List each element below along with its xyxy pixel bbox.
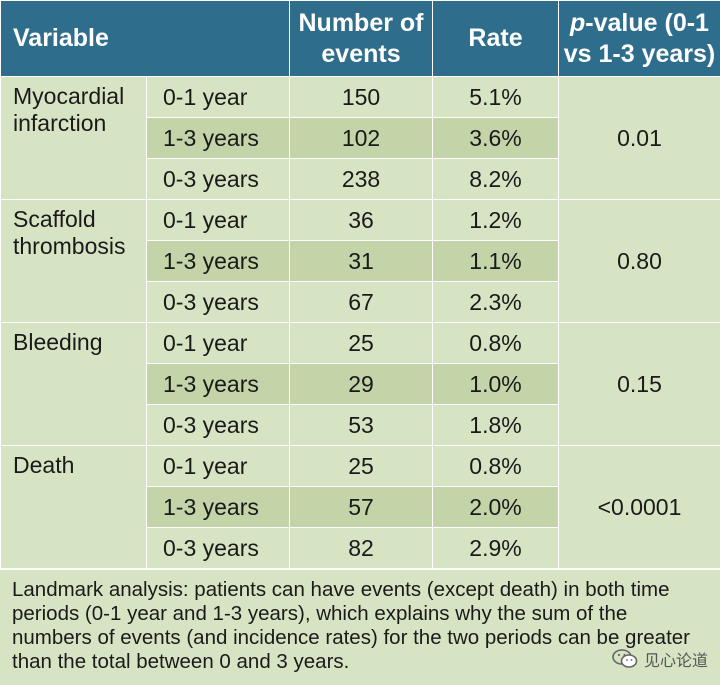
events-cell: 102 xyxy=(289,117,433,159)
period-cell: 0-3 years xyxy=(146,404,290,446)
p-value-cell: <0.0001 xyxy=(558,445,720,569)
table-row: 1-3 years 102 3.6% xyxy=(1,117,720,159)
period-cell: 1-3 years xyxy=(146,117,290,159)
rate-cell: 1.2% xyxy=(432,199,559,241)
events-cell: 67 xyxy=(289,281,433,323)
rate-cell: 2.0% xyxy=(432,486,559,528)
header-row: Variable Number of events Rate p-value (… xyxy=(0,0,720,77)
table-row: Myocardial infarction 0-1 year 150 5.1% 0.01 xyxy=(0,76,720,200)
data-table: Variable Number of events Rate p-value (… xyxy=(0,0,720,569)
events-cell: 25 xyxy=(289,322,433,364)
period-cell: 0-1 year xyxy=(146,445,290,487)
period-cell: 0-3 years xyxy=(146,527,290,569)
period-cell: 1-3 years xyxy=(146,240,290,282)
events-cell: 36 xyxy=(289,199,433,241)
period-cell: 0-1 year xyxy=(146,322,290,364)
events-cell: 57 xyxy=(289,486,433,528)
events-cell: 150 xyxy=(289,76,433,118)
p-value-cell: 0.01 xyxy=(558,76,720,200)
footnote-text: Landmark analysis: patients can have eve… xyxy=(12,578,691,673)
rate-cell: 8.2% xyxy=(432,158,559,200)
watermark: 见心论道 xyxy=(612,647,708,671)
period-cell: 0-1 year xyxy=(146,76,290,118)
table-row: 1-3 years 57 2.0% xyxy=(1,486,720,528)
events-cell: 238 xyxy=(289,158,433,200)
events-cell: 31 xyxy=(289,240,433,282)
rate-cell: 2.9% xyxy=(432,527,559,569)
events-cell: 25 xyxy=(289,445,433,487)
events-cell: 29 xyxy=(289,363,433,405)
period-cell: 1-3 years xyxy=(146,363,290,405)
header-rate: Rate xyxy=(432,0,559,77)
table-row: Death 0-1 year 25 0.8% <0.0001 xyxy=(0,445,720,569)
p-value-cell: 0.80 xyxy=(558,199,720,323)
p-value-cell: 0.15 xyxy=(558,322,720,446)
table-row: Scaffold thrombosis 0-1 year 36 1.2% 0.80 xyxy=(0,199,720,323)
rate-cell: 0.8% xyxy=(432,322,559,364)
rate-cell: 2.3% xyxy=(432,281,559,323)
rate-cell: 1.1% xyxy=(432,240,559,282)
table-row: 1-3 years 31 1.1% xyxy=(1,240,720,282)
table-row: 0-3 years 82 2.9% xyxy=(1,527,720,569)
variable-cell: Bleeding xyxy=(0,322,147,446)
wechat-icon xyxy=(612,649,638,668)
rate-cell: 1.0% xyxy=(432,363,559,405)
table-row: 0-3 years 238 8.2% xyxy=(1,158,720,200)
table-row: 0-3 years 67 2.3% xyxy=(1,281,720,323)
rate-cell: 1.8% xyxy=(432,404,559,446)
period-cell: 0-3 years xyxy=(146,281,290,323)
period-cell: 0-3 years xyxy=(146,158,290,200)
watermark-text: 见心论道 xyxy=(643,653,708,670)
header-p-value: p-value (0-1 vs 1-3 years) xyxy=(558,0,720,77)
period-cell: 1-3 years xyxy=(146,486,290,528)
variable-cell: Myocardial infarction xyxy=(0,76,147,200)
events-cell: 82 xyxy=(289,527,433,569)
rate-cell: 5.1% xyxy=(432,76,559,118)
table-row: 0-3 years 53 1.8% xyxy=(1,404,720,446)
rate-cell: 0.8% xyxy=(432,445,559,487)
period-cell: 0-1 year xyxy=(146,199,290,241)
table-body: Myocardial infarction 0-1 year 150 5.1% 0.01… xyxy=(0,76,720,569)
footnote: Landmark analysis: patients can have eve… xyxy=(0,568,720,685)
header-p-label: -value (0-1 vs 1-3 years) xyxy=(563,8,716,68)
variable-cell: Death xyxy=(0,445,147,569)
header-p-symbol: p xyxy=(570,8,586,37)
header-variable: Variable xyxy=(0,0,290,77)
events-cell: 53 xyxy=(289,404,433,446)
rate-cell: 3.6% xyxy=(432,117,559,159)
header-number-of-events: Number of events xyxy=(289,0,433,77)
table-row: Bleeding 0-1 year 25 0.8% 0.15 xyxy=(0,322,720,446)
variable-cell: Scaffold thrombosis xyxy=(0,199,147,323)
